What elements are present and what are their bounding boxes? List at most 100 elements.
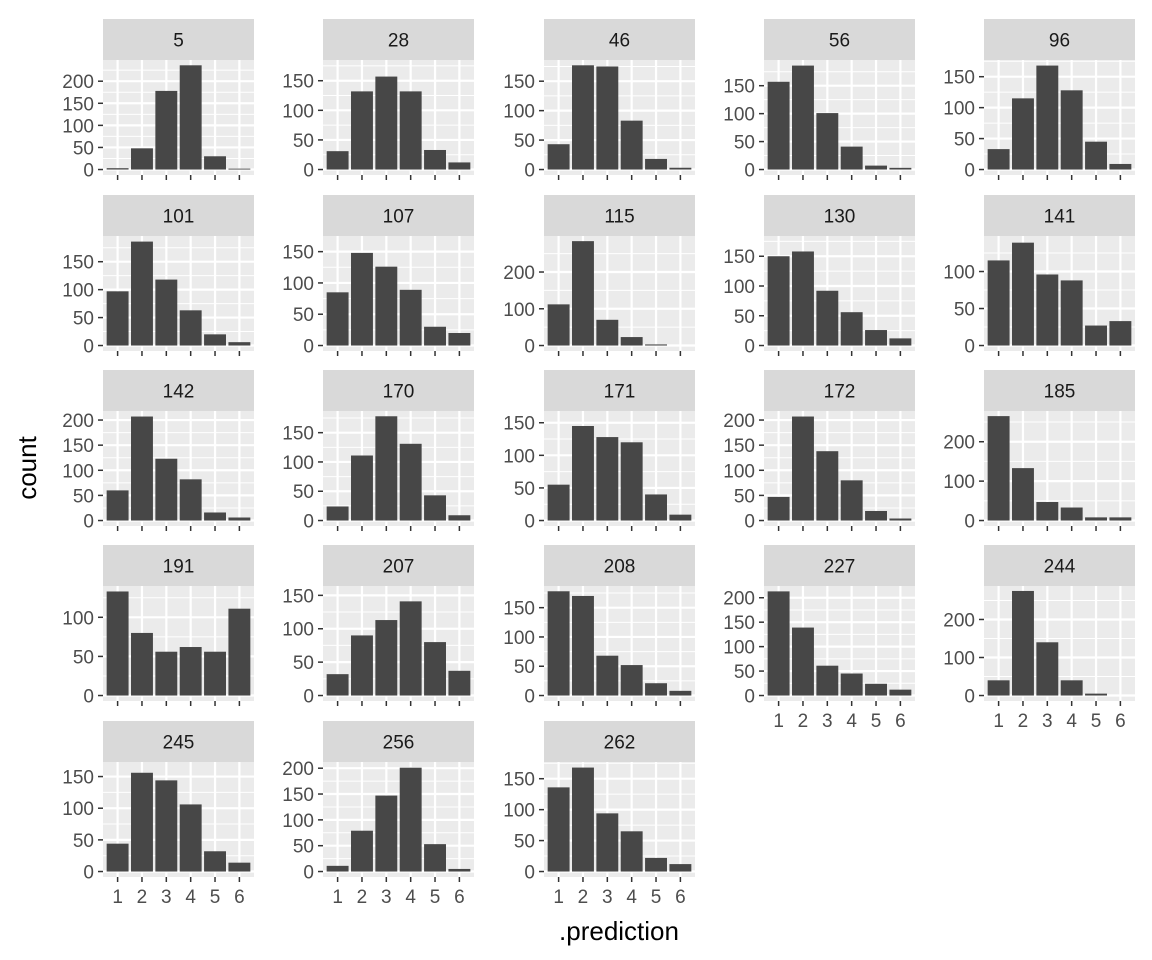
y-tick-label: 50: [73, 831, 94, 852]
facet-panel: 101 0 50 100 150: [62, 195, 254, 358]
x-tick-label: 2: [798, 711, 809, 732]
y-tick-label: 100: [943, 99, 975, 120]
bar: [1085, 141, 1107, 170]
bar: [840, 673, 863, 696]
bar: [179, 804, 202, 872]
y-tick-label: 100: [62, 281, 94, 302]
y-tick-label: 100: [503, 801, 535, 822]
y-tick-label: 0: [303, 161, 314, 182]
x-tick-label: 3: [602, 887, 613, 908]
facet-panel: 185 0 100 200: [943, 370, 1135, 533]
bar: [596, 319, 619, 346]
bar: [228, 517, 251, 521]
y-tick-label: 0: [524, 512, 535, 533]
y-tick-label: 50: [954, 300, 975, 321]
y-tick-label: 50: [293, 131, 314, 152]
y-tick-label: 200: [503, 263, 535, 284]
y-tick-label: 150: [282, 586, 314, 607]
facet-label: 56: [829, 31, 850, 52]
y-tick-label: 150: [62, 94, 94, 115]
bar: [620, 831, 643, 872]
facet-label: 130: [824, 207, 856, 228]
bar: [669, 167, 692, 170]
y-tick-label: 50: [734, 133, 755, 154]
facet-label: 262: [604, 733, 636, 754]
y-tick-label: 100: [503, 102, 535, 123]
bar: [1060, 680, 1083, 696]
bar: [987, 260, 1010, 346]
bar: [889, 338, 912, 346]
y-tick-label: 100: [62, 461, 94, 482]
bar: [1060, 90, 1083, 170]
bar: [767, 591, 790, 696]
x-tick-label: 6: [454, 887, 465, 908]
bar: [228, 862, 251, 872]
y-tick-label: 100: [723, 277, 755, 298]
bar: [669, 514, 692, 521]
y-tick-label: 150: [503, 414, 535, 435]
y-tick-label: 150: [503, 72, 535, 93]
bar: [865, 683, 887, 696]
x-tick-label: 5: [871, 711, 882, 732]
y-tick-label: 50: [514, 479, 535, 500]
bar: [547, 787, 570, 872]
bar: [816, 290, 839, 346]
bar: [326, 292, 349, 346]
y-tick-label: 200: [943, 433, 975, 454]
bar: [448, 515, 471, 521]
y-tick-label: 0: [524, 337, 535, 358]
y-tick-label: 100: [282, 101, 314, 122]
bar: [572, 767, 594, 872]
bar: [351, 252, 373, 346]
y-tick-label: 100: [282, 453, 314, 474]
facet-strip: [764, 19, 915, 60]
bar: [645, 857, 667, 872]
y-tick-label: 0: [744, 161, 755, 182]
y-tick-label: 0: [83, 863, 94, 884]
bar: [204, 651, 226, 696]
x-tick-label: 6: [895, 711, 906, 732]
y-tick-label: 200: [62, 72, 94, 93]
bar: [326, 674, 349, 696]
y-tick-label: 50: [73, 486, 94, 507]
bar: [1012, 468, 1034, 521]
facet-label: 101: [163, 207, 195, 228]
facet-strip: [764, 195, 915, 236]
bar: [106, 591, 129, 696]
facet-strip: [544, 195, 695, 236]
bar: [131, 632, 153, 696]
facet-label: 115: [604, 207, 634, 228]
bar: [792, 65, 814, 170]
y-tick-label: 100: [62, 608, 94, 629]
facet-panel: 107 0 50 100 150: [282, 195, 474, 358]
bar: [375, 266, 398, 346]
facet-strip: [764, 370, 915, 411]
y-tick-label: 0: [744, 512, 755, 533]
facet-panel: 191 0 50 100: [62, 545, 254, 708]
facet-panel: 208 0 50 100 150: [503, 545, 695, 708]
facet-strip: [984, 19, 1135, 60]
facet-label: 141: [1044, 207, 1076, 228]
facet-label: 107: [383, 207, 415, 228]
y-tick-label: 0: [964, 161, 975, 182]
bar: [326, 865, 349, 872]
facet-panel: 245 0 50 100 150 1 2 3 4 5 6: [62, 721, 254, 908]
bar: [155, 651, 178, 696]
y-tick-label: 150: [62, 768, 94, 789]
bar: [424, 149, 446, 170]
facet-strip: [103, 19, 254, 60]
y-tick-label: 50: [293, 482, 314, 503]
y-tick-label: 0: [524, 161, 535, 182]
bar: [399, 767, 422, 872]
bar: [547, 304, 570, 346]
y-tick-label: 50: [954, 130, 975, 151]
facet-label: 244: [1044, 557, 1076, 578]
x-tick-label: 3: [381, 887, 392, 908]
bar: [326, 506, 349, 521]
y-tick-label: 200: [282, 759, 314, 780]
bar: [792, 251, 814, 346]
x-tick-label: 6: [1115, 711, 1126, 732]
y-tick-label: 0: [303, 863, 314, 884]
facet-label: 191: [163, 557, 195, 578]
